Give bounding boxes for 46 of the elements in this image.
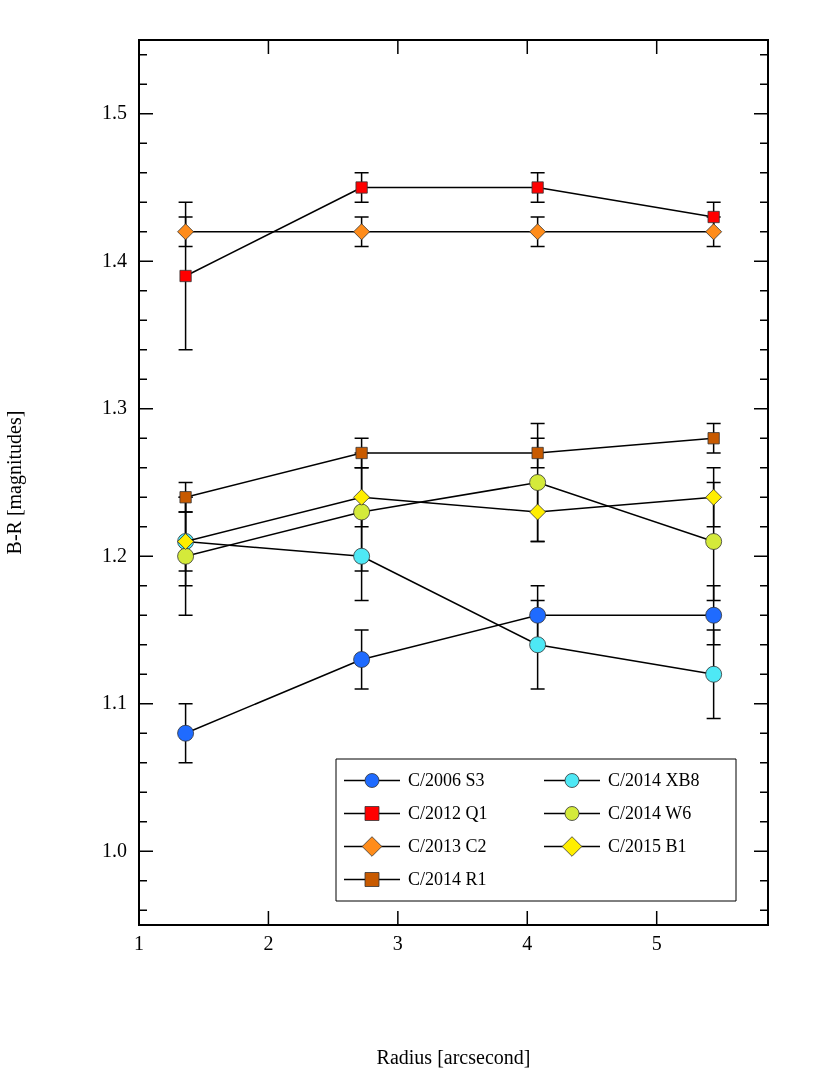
legend-label: C/2015 B1 <box>608 836 687 857</box>
y-tick-label: 1.4 <box>102 248 127 271</box>
point <box>177 223 194 241</box>
point <box>355 446 368 460</box>
y-tick-label: 1.0 <box>102 838 127 861</box>
y-tick-label: 1.2 <box>102 543 127 566</box>
legend-label: C/2014 W6 <box>608 803 692 824</box>
x-tick-label: 2 <box>263 932 274 955</box>
legend-label: C/2014 R1 <box>408 869 487 890</box>
point <box>705 488 723 506</box>
point <box>353 223 371 241</box>
point <box>353 547 371 565</box>
point <box>355 181 368 194</box>
point <box>353 488 371 506</box>
x-tick-label: 5 <box>651 932 662 955</box>
x-tick-label: 3 <box>392 932 403 955</box>
y-tick-label: 1.3 <box>102 396 127 418</box>
x-tick-label: 4 <box>522 932 533 955</box>
point <box>529 474 547 491</box>
point <box>705 665 723 683</box>
y-tick-label: 1.5 <box>102 101 127 123</box>
legend-label: C/2006 S3 <box>408 770 485 791</box>
point <box>531 181 544 194</box>
point <box>529 223 547 241</box>
legend-label: C/2013 C2 <box>408 836 487 857</box>
x-tick-label: 1 <box>134 932 144 955</box>
point <box>179 269 192 283</box>
point <box>707 432 720 445</box>
point <box>705 606 723 624</box>
point <box>177 724 194 742</box>
point <box>705 533 723 550</box>
y-tick-label: 1.1 <box>102 691 127 713</box>
legend-label: C/2012 Q1 <box>408 803 488 824</box>
point <box>529 636 547 654</box>
point <box>179 491 192 504</box>
point <box>177 547 194 565</box>
point <box>529 503 547 521</box>
y-axis-title: B-R [magnitudes] <box>3 410 27 555</box>
point <box>353 503 371 521</box>
point <box>529 606 547 624</box>
legend-label: C/2014 XB8 <box>608 770 700 791</box>
point <box>531 446 544 460</box>
x-axis-title: Radius [arcsecond] <box>376 1046 531 1069</box>
point <box>707 210 720 224</box>
point <box>705 223 723 241</box>
point <box>353 651 371 668</box>
